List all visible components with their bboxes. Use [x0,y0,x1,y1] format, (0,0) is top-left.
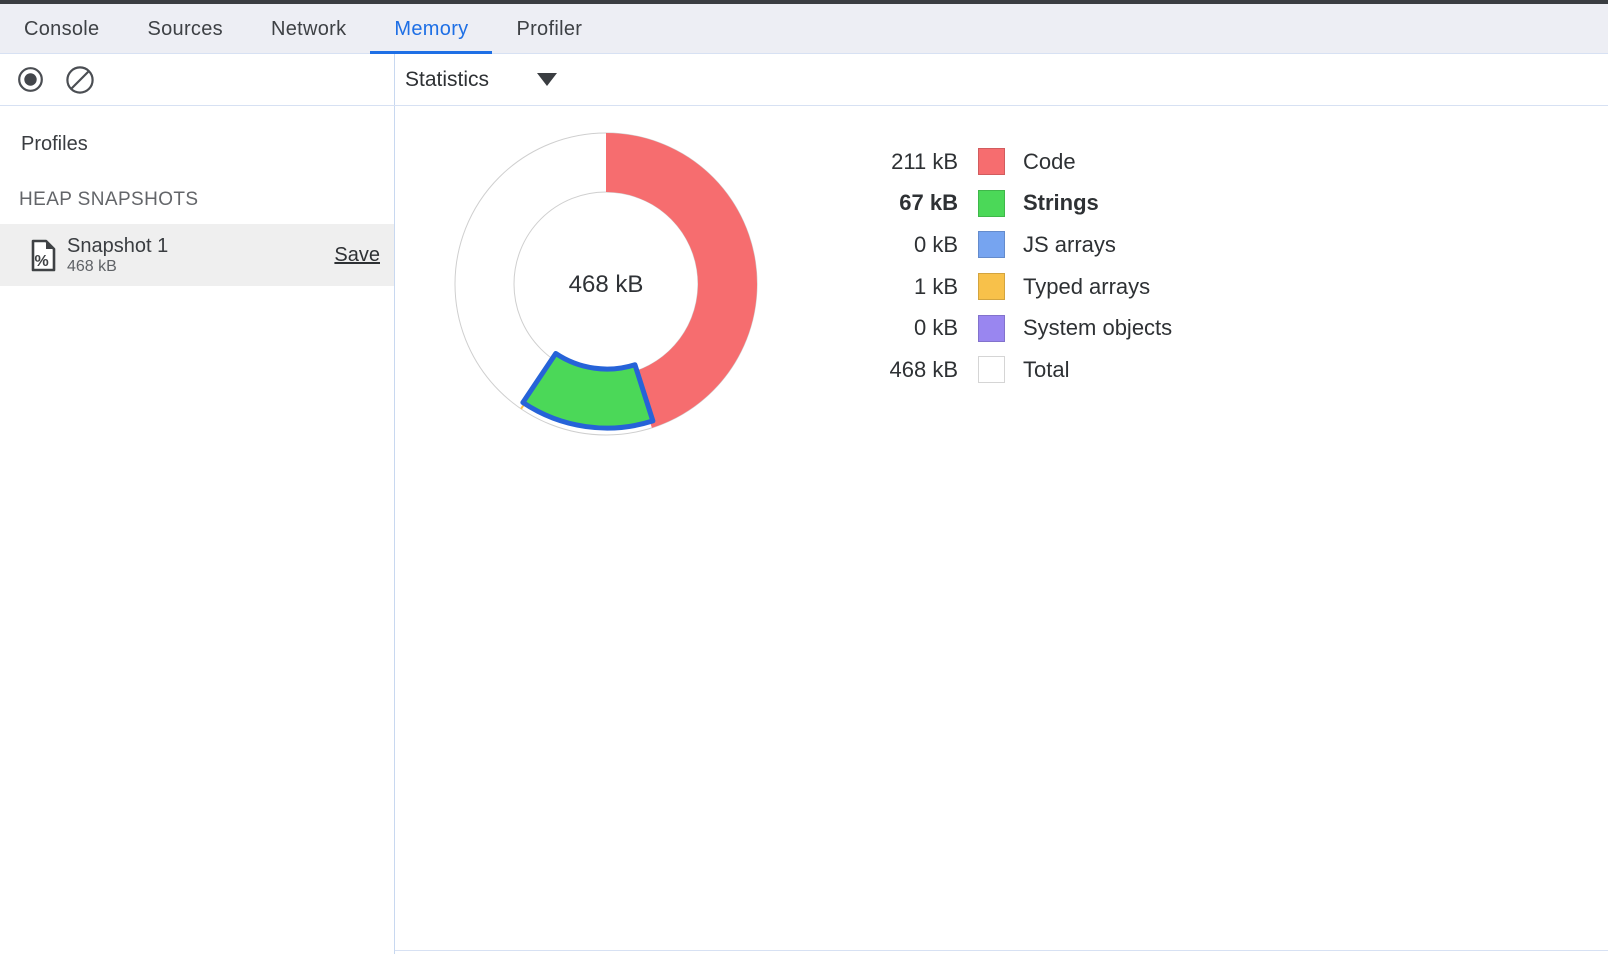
perspective-select[interactable]: Statistics [405,67,558,92]
legend-value: 211 kB [891,148,958,174]
legend-row-total[interactable]: 468 kB Total [838,349,1172,391]
statistics-panel: 468 kB 211 kB Code 67 kB Strings 0 kB JS… [395,106,1608,954]
top-strip [0,0,1608,4]
record-button[interactable] [17,66,44,93]
legend-label: JS arrays [1023,231,1116,257]
record-icon [18,67,43,92]
snapshot-meta: Snapshot 1 468 kB [67,235,168,276]
legend-row-typed-arrays[interactable]: 1 kB Typed arrays [838,266,1172,308]
panel-toolbar-right: Statistics [395,54,1608,105]
legend-value: 1 kB [913,273,958,299]
profiles-heading: Profiles [21,133,88,155]
legend-row-js-arrays[interactable]: 0 kB JS arrays [838,224,1172,266]
legend-swatch-js-arrays [978,231,1005,259]
heap-statistics-legend: 211 kB Code 67 kB Strings 0 kB JS arrays… [838,141,1172,391]
svg-text:%: % [35,253,49,270]
profiler-controls [0,54,395,105]
legend-swatch-typed-arrays [978,273,1005,301]
legend-value: 468 kB [889,356,959,382]
legend-label: Typed arrays [1023,273,1151,299]
donut-slices [454,132,758,436]
legend-row-system-objects[interactable]: 0 kB System objects [838,307,1172,349]
heap-snapshots-section-heading: HEAP SNAPSHOTS [19,189,199,210]
snapshot-list-item[interactable]: % Snapshot 1 468 kB Save [0,224,394,286]
legend-row-code[interactable]: 211 kB Code [838,141,1172,183]
heap-snapshot-file-icon: % [31,239,56,271]
tab-network[interactable]: Network [270,17,347,40]
snapshot-size: 468 kB [67,257,117,275]
legend-row-strings[interactable]: 67 kB Strings [838,183,1172,225]
legend-value: 67 kB [899,190,958,216]
legend-swatch-total [978,356,1005,384]
donut-total-label: 468 kB [569,271,644,298]
panel-body: Profiles HEAP SNAPSHOTS % Snapshot 1 468… [0,106,1608,954]
perspective-select-value: Statistics [405,67,490,91]
tab-sources[interactable]: Sources [147,17,223,40]
tab-console[interactable]: Console [24,17,100,40]
tab-profiler[interactable]: Profiler [516,17,583,40]
legend-value: 0 kB [913,315,958,341]
devtools-tab-bar: Console Sources Network Memory Profiler [0,4,1608,54]
legend-label: Total [1023,356,1070,382]
profiles-sidebar: Profiles HEAP SNAPSHOTS % Snapshot 1 468… [0,106,395,954]
snapshot-save-link[interactable]: Save [334,243,380,266]
legend-swatch-strings [978,189,1005,217]
snapshot-name: Snapshot 1 [67,234,169,257]
legend-swatch-system-objects [978,314,1005,342]
memory-toolbar: Statistics [0,54,1608,106]
heap-statistics-donut-chart[interactable]: 468 kB [451,129,761,439]
legend-label: Code [1023,148,1076,174]
legend-label: System objects [1023,315,1173,341]
block-icon [66,65,94,94]
tab-memory[interactable]: Memory [370,4,493,54]
legend-swatch-code [978,148,1005,176]
clear-profiles-button[interactable] [65,65,95,95]
legend-value: 0 kB [913,231,958,257]
dropdown-arrow-icon [537,73,558,86]
legend-label: Strings [1023,190,1099,216]
